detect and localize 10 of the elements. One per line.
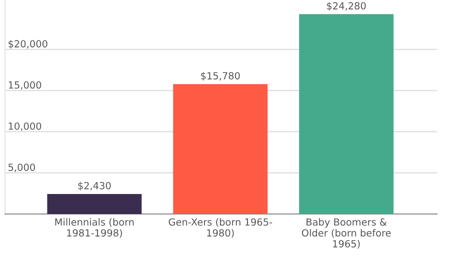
text: $20,000 (8, 40, 48, 49)
x-tick-label: Gen-Xers (born 1965- 1980) (168, 218, 272, 238)
data-label: $2,430 (78, 182, 111, 191)
text: 10,000 (8, 122, 42, 131)
data-label: $24,280 (327, 2, 366, 11)
text: 5,000 (8, 164, 35, 172)
x-tick-label: Baby Boomers & Older (born before 1965) (302, 218, 391, 249)
x-tick-label: Millennials (born 1981-1998) (55, 218, 134, 238)
data-label: $15,780 (201, 72, 240, 81)
text: 15,000 (8, 81, 42, 90)
